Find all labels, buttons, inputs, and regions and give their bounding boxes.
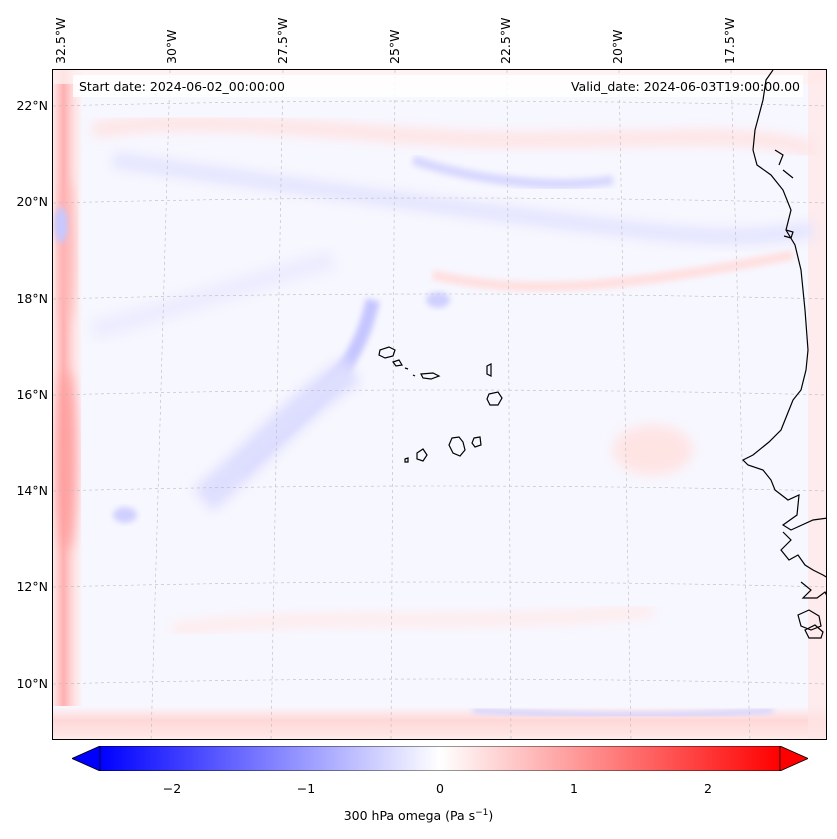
island-maio (471, 436, 482, 448)
island-sao-vicente (392, 359, 403, 367)
header-banner (73, 75, 803, 97)
colorbar-tick-1: 1 (570, 781, 578, 796)
upper-blue-band (111, 152, 814, 245)
cape-verde-islands (378, 346, 503, 463)
lat-label-22n: 22°N (16, 98, 48, 113)
colorbar-label-text: 300 hPa omega (Pa s (343, 808, 476, 824)
island-razo (412, 374, 416, 377)
coastline-west-africa (741, 70, 826, 639)
colorbar-tick-minus-1: −1 (296, 781, 316, 796)
lon-label-25w: 25°W (387, 29, 402, 64)
colorbar-tick-2: 2 (704, 781, 712, 796)
colorbar-max-extend (779, 746, 808, 771)
colorbar (72, 746, 808, 771)
left-edge-blue-patch (54, 207, 68, 243)
map-panel (52, 69, 827, 740)
left-edge-maximum (57, 370, 77, 550)
island-brava (404, 457, 409, 463)
graticule (53, 70, 826, 739)
red-patch-east (613, 425, 693, 475)
blue-patch-southwest (113, 507, 137, 523)
colorbar-min-extend (72, 746, 101, 771)
lon-label-20w: 20°W (610, 29, 625, 64)
lat-label-18n: 18°N (16, 291, 48, 306)
colorbar-tick-0: 0 (436, 781, 444, 796)
upper-red-band (91, 116, 816, 157)
lower-red-band (172, 604, 654, 636)
colorbar-label-exponent: −1 (475, 808, 489, 818)
mid-red-streak (431, 250, 794, 292)
start-date-label: Start date: 2024-06-02_00:00:00 (79, 79, 285, 94)
right-boundary-band (808, 70, 826, 739)
lon-label-30w: 30°W (164, 29, 179, 64)
blue-streak-west (90, 250, 336, 340)
island-boa-vista (486, 391, 503, 406)
colorbar-tick-minus-2: −2 (162, 781, 182, 796)
island-sao-nicolau (420, 372, 441, 380)
bottom-blue-streak (472, 707, 774, 719)
blue-streak-north (411, 155, 614, 189)
island-santo-antao (378, 346, 396, 359)
lat-label-20n: 20°N (16, 194, 48, 209)
valid-date-label: Valid_date: 2024-06-03T19:00:00.00 (570, 79, 800, 94)
lat-label-14n: 14°N (16, 483, 48, 498)
lon-label-32-5w: 32.5°W (53, 17, 68, 64)
lat-label-16n: 16°N (16, 387, 48, 402)
island-santa-luzia (404, 367, 409, 370)
lon-label-22-5w: 22.5°W (498, 17, 513, 64)
blue-patch-central (426, 292, 450, 308)
omega-field-map (53, 70, 826, 739)
island-fogo (416, 448, 428, 462)
blue-ascent-halo (193, 357, 361, 512)
island-santiago (448, 436, 466, 457)
colorbar-label: 300 hPa omega (Pa s−1) (0, 808, 837, 823)
lon-label-17-5w: 17.5°W (722, 17, 737, 64)
colorbar-label-suffix: ) (488, 808, 494, 824)
lon-label-27-5w: 27.5°W (275, 17, 290, 64)
island-sal (486, 363, 492, 377)
lat-label-12n: 12°N (16, 579, 48, 594)
lat-label-10n: 10°N (16, 676, 48, 691)
colorbar-gradient (99, 746, 781, 771)
